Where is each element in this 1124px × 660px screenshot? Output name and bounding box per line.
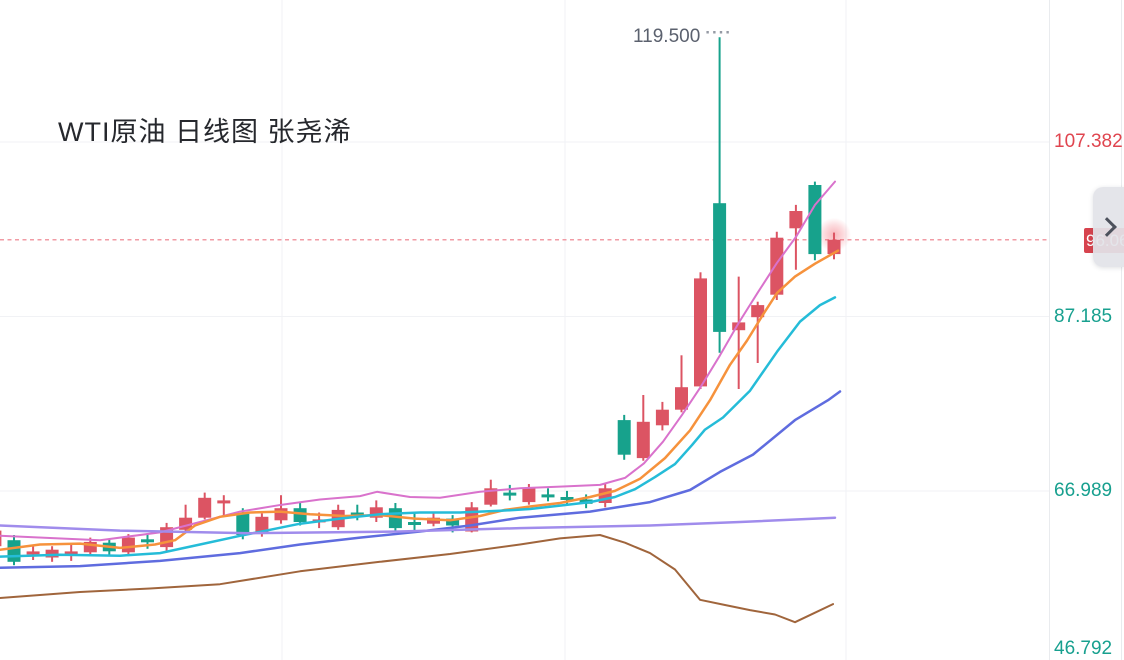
price-axis-tick: 66.989 <box>1054 480 1113 501</box>
price-axis[interactable]: 107.382 87.185 66.989 46.792 <box>1049 0 1123 660</box>
ma-cyan <box>0 296 837 558</box>
ma-orange <box>0 249 840 551</box>
chart-title: WTI原油 日线图 张尧浠 <box>58 117 352 147</box>
high-price-label: 119.500 <box>633 26 701 47</box>
price-axis-tick: 46.792 <box>1054 638 1113 659</box>
price-axis-tick: 107.382 <box>1054 131 1123 152</box>
ma-purple <box>0 516 837 535</box>
ma-blue <box>0 390 842 570</box>
ma-pink <box>0 180 836 542</box>
chevron-right-icon <box>1097 217 1117 237</box>
collapse-panel-button[interactable] <box>1093 187 1124 267</box>
price-axis-tick: 87.185 <box>1054 305 1113 327</box>
lower-band-brown <box>0 534 834 624</box>
high-price-annotation: 119.500 ···· <box>633 23 732 48</box>
dotted-leader-icon: ···· <box>705 23 732 42</box>
